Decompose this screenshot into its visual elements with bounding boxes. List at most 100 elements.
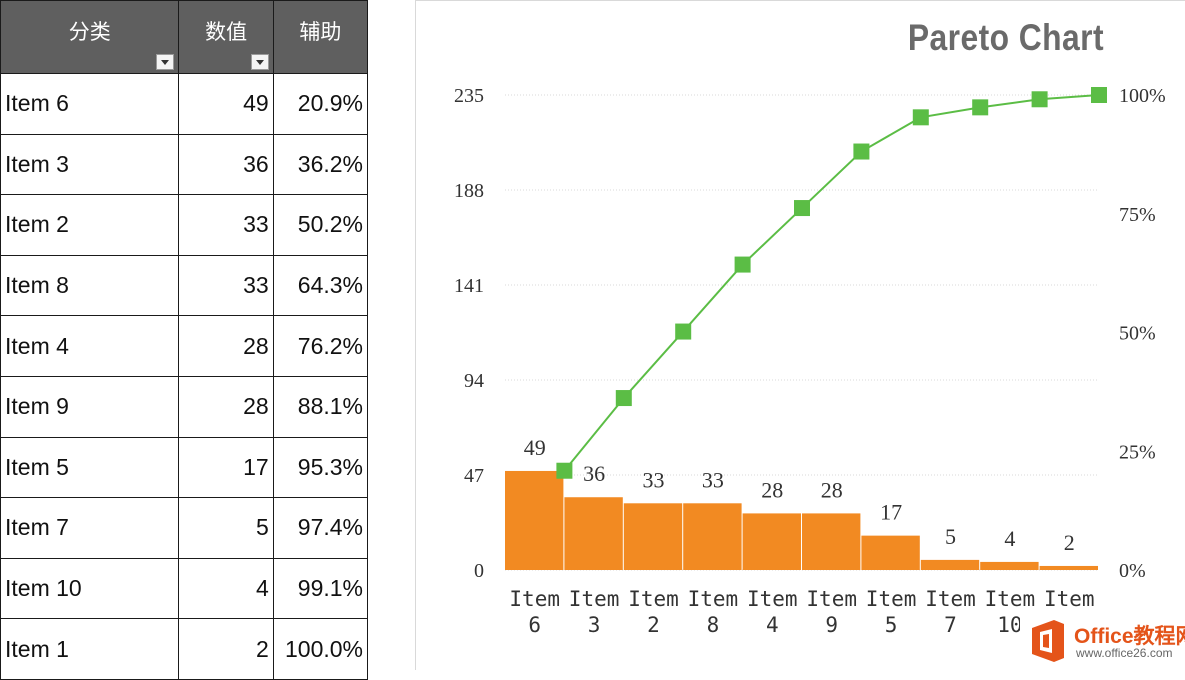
cell-value[interactable]: 5 (178, 497, 274, 559)
bar-data-label: 4 (1004, 526, 1015, 551)
y-left-tick-label: 141 (454, 275, 484, 297)
header-category[interactable]: 分类 (0, 0, 180, 74)
x-tick-label: Item (509, 587, 560, 611)
office-logo-icon (1032, 620, 1064, 662)
bar (802, 513, 861, 570)
bar (623, 503, 683, 570)
cell-aux[interactable]: 88.1% (272, 375, 369, 438)
x-tick-label: 6 (528, 613, 541, 637)
data-table-panel: 分类 数值 辅助 Item 6 49 20.9% Item 3 36 36.2% (0, 0, 369, 680)
x-tick-label: Item (806, 587, 857, 611)
cell-category[interactable]: Item 5 (0, 436, 180, 499)
bar (683, 503, 742, 570)
x-tick-label: Item (1044, 587, 1095, 611)
table-row[interactable]: Item 9 28 88.1% (0, 375, 369, 438)
bar-data-label: 49 (524, 435, 546, 460)
table-header-row: 分类 数值 辅助 (0, 0, 369, 74)
cell-aux[interactable]: 50.2% (272, 194, 369, 256)
cell-aux[interactable]: 99.1% (272, 557, 369, 620)
header-aux-label: 辅助 (299, 20, 342, 44)
y-right-tick-label: 25% (1119, 441, 1156, 463)
bar (980, 561, 1039, 570)
cell-aux[interactable]: 95.3% (272, 436, 369, 499)
x-tick-label: Item (925, 587, 976, 611)
y-left-tick-label: 235 (454, 85, 484, 107)
x-tick-label: Item (628, 587, 679, 611)
watermark-url: www.office26.com (1076, 646, 1173, 660)
watermark: Office教程网 www.office26.com (1020, 612, 1185, 670)
table-row[interactable]: Item 3 36 36.2% (0, 133, 369, 196)
x-tick-label: 3 (588, 613, 601, 637)
cell-aux[interactable]: 64.3% (272, 254, 369, 317)
x-tick-label: Item (569, 587, 620, 611)
table-row[interactable]: Item 1 2 100.0% (0, 618, 369, 680)
cell-category[interactable]: Item 6 (0, 73, 180, 135)
chart-panel[interactable]: Pareto Chart 0 47 94 141 188 235 0% 25% 50% 75% 10… (415, 0, 1185, 670)
cell-category[interactable]: Item 8 (0, 254, 180, 317)
y-right-tick-label: 0% (1119, 560, 1146, 582)
bar (505, 470, 564, 570)
watermark-name: Office教程网 (1074, 625, 1185, 648)
line-marker (853, 143, 870, 160)
cell-category[interactable]: Item 4 (0, 315, 180, 377)
x-tick-label: 4 (766, 613, 779, 637)
cell-category[interactable]: Item 2 (0, 194, 180, 256)
line-marker (794, 200, 810, 217)
table-row[interactable]: Item 8 33 64.3% (0, 254, 369, 317)
x-tick-label: Item (747, 587, 798, 611)
y-right-tick-label: 100% (1119, 85, 1166, 107)
cell-value[interactable]: 49 (178, 73, 274, 135)
cell-value[interactable]: 36 (178, 133, 274, 196)
bar (861, 535, 920, 570)
cell-aux[interactable]: 100.0% (272, 618, 369, 680)
cell-value[interactable]: 28 (178, 315, 274, 377)
cell-value[interactable]: 17 (178, 436, 274, 499)
table-row[interactable]: Item 6 49 20.9% (0, 73, 369, 135)
filter-dropdown-icon[interactable] (250, 54, 269, 70)
table-row[interactable]: Item 7 5 97.4% (0, 497, 369, 559)
x-tick-label: 10 (997, 613, 1022, 637)
cell-aux[interactable]: 20.9% (272, 73, 369, 135)
cell-aux[interactable]: 97.4% (272, 497, 369, 559)
header-value[interactable]: 数值 (178, 0, 274, 74)
x-tick-label: 2 (647, 613, 660, 637)
bar (742, 513, 801, 570)
cell-category[interactable]: Item 10 (0, 557, 180, 620)
table-row[interactable]: Item 4 28 76.2% (0, 315, 369, 377)
cell-aux[interactable]: 36.2% (272, 133, 369, 196)
x-tick-label: Item (985, 587, 1036, 611)
cell-value[interactable]: 28 (178, 375, 274, 438)
cell-aux[interactable]: 76.2% (272, 315, 369, 377)
header-value-label: 数值 (205, 20, 248, 44)
cell-category[interactable]: Item 3 (0, 133, 180, 196)
x-tick-label: 5 (885, 613, 898, 637)
y-left-tick-label: 188 (454, 180, 484, 202)
table-row[interactable]: Item 10 4 99.1% (0, 557, 369, 620)
y-left-tick-label: 0 (474, 560, 484, 582)
table-row[interactable]: Item 2 33 50.2% (0, 194, 369, 256)
x-tick-label: 8 (707, 613, 720, 637)
x-tick-label: Item (866, 587, 917, 611)
x-tick-label: Item (688, 587, 739, 611)
x-tick-label: 9 (825, 613, 838, 637)
bar-data-label: 2 (1064, 530, 1075, 555)
cumulative-line (563, 94, 1100, 472)
bar-data-label: 33 (643, 467, 665, 492)
filter-dropdown-icon[interactable] (156, 54, 175, 70)
data-table: 分类 数值 辅助 Item 6 49 20.9% Item 3 36 36.2% (0, 0, 369, 680)
line-marker (1091, 87, 1107, 103)
table-row[interactable]: Item 5 17 95.3% (0, 436, 369, 499)
cell-value[interactable]: 33 (178, 194, 274, 256)
chart-title: Pareto Chart (907, 17, 1104, 58)
bar-data-label: 36 (583, 461, 605, 486)
cell-category[interactable]: Item 1 (0, 618, 180, 680)
cell-value[interactable]: 33 (178, 254, 274, 317)
cell-category[interactable]: Item 9 (0, 375, 180, 438)
line-marker (675, 323, 692, 340)
cell-value[interactable]: 2 (178, 618, 274, 680)
cell-category[interactable]: Item 7 (0, 497, 180, 559)
cell-value[interactable]: 4 (178, 557, 274, 620)
line-marker (556, 462, 573, 479)
header-aux[interactable]: 辅助 (272, 0, 369, 74)
